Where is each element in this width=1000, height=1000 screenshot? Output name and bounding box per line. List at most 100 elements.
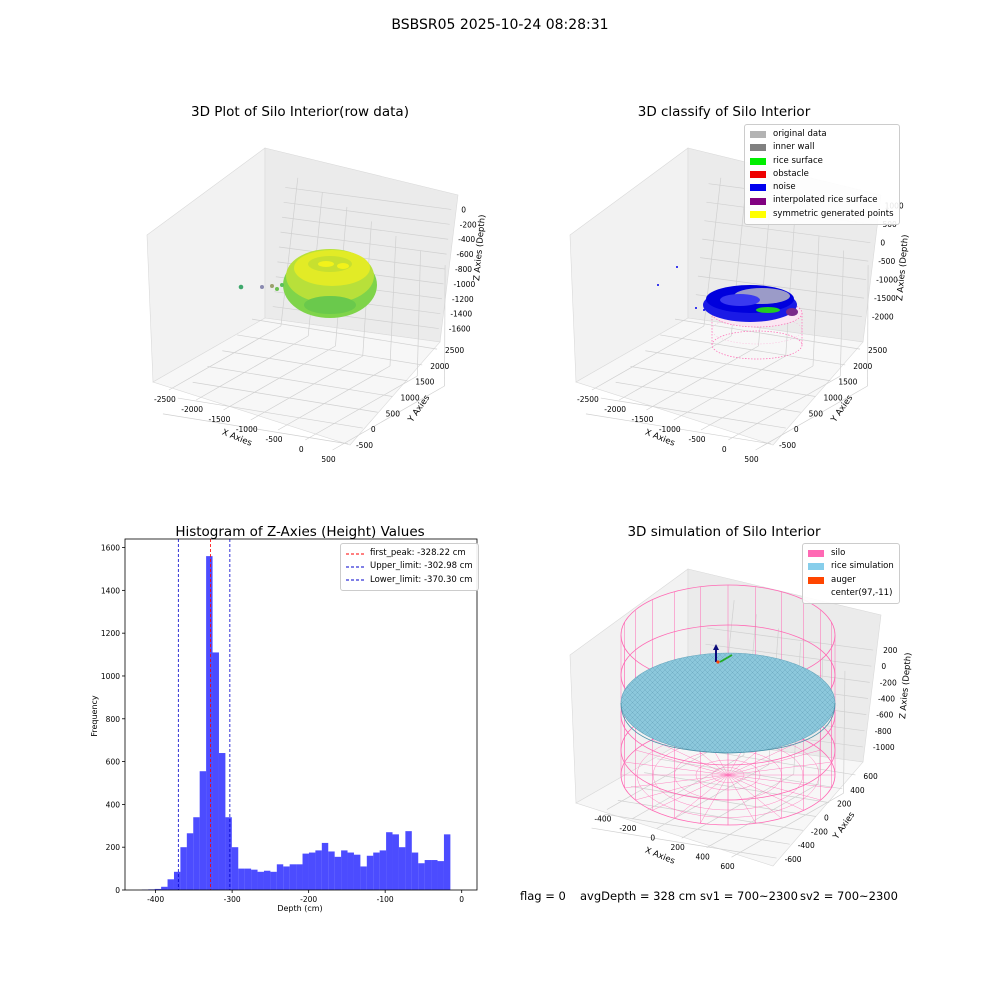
plot2-legend-item: symmetric generated points [750, 208, 894, 221]
plot4-legend-swatch [808, 550, 824, 558]
plot2-legend-label: rice surface [773, 155, 823, 166]
plot2-legend: original data inner wall rice surface obsta… [744, 124, 900, 226]
plot4-ztick-label: 200 [883, 646, 898, 655]
plot4-title: 3D simulation of Silo Interior [627, 524, 821, 540]
plot2-xtick-label: -1000 [659, 425, 681, 434]
histogram-bar [302, 853, 309, 890]
plot1-ytick-label: 2000 [430, 362, 449, 371]
histogram-bar [341, 850, 348, 890]
plot3-frame [124, 538, 478, 891]
plot1-ztick-label: -1200 [452, 295, 474, 304]
plot4-ytick-label: -600 [785, 855, 802, 864]
plot2-ztick-label: -1000 [876, 276, 898, 285]
plot2-legend-item: obstacle [750, 168, 894, 181]
plot3-histogram: -400 -300 -200 -100 0 0 200 400 600 800 1000 1200 14… [90, 538, 478, 913]
histogram-bar [347, 852, 354, 890]
histogram-bar [167, 879, 174, 890]
plot1-ytick-label: 500 [386, 409, 401, 418]
plot2-data-cloud [657, 266, 803, 360]
histogram-bar [276, 864, 284, 890]
plot2-ztick-label: 0 [880, 239, 885, 248]
histogram-bar [173, 871, 181, 890]
plot1-xtick-label: -2000 [181, 405, 203, 414]
plot2-legend-label: original data [773, 129, 827, 139]
plot4-legend-label: silo [831, 548, 846, 558]
plot1-ytick-label: 1000 [401, 394, 420, 403]
plot1-xtick-label: 0 [299, 445, 304, 454]
plot3-xtick-label: 0 [459, 895, 464, 904]
histogram-bar [431, 860, 438, 890]
plot4-xtick-label: -200 [619, 824, 636, 833]
plot2-zlabel: Z Axies (Depth) [895, 234, 911, 301]
histogram-bar [379, 850, 387, 890]
histogram-bar [418, 863, 425, 890]
histogram-bar [231, 847, 239, 890]
plot2-legend-swatch [750, 184, 766, 192]
histogram-bar [392, 834, 399, 890]
histogram-bar [308, 852, 316, 890]
plot4-rice-surface [620, 652, 836, 754]
plot2-ztick-label: -1500 [874, 294, 896, 303]
plot4-xtick-label: 400 [695, 853, 710, 862]
plot4-ztick-label: -600 [876, 711, 893, 720]
plot2-ytick-label: -500 [779, 441, 796, 450]
plot2-ztick-label: -2000 [872, 313, 894, 322]
histogram-bar [206, 556, 213, 890]
plot4-legend-label: auger [831, 574, 856, 585]
histogram-bar [186, 833, 194, 890]
plot2-legend-swatch [750, 131, 766, 139]
plot3-xtick-label: -400 [147, 895, 164, 904]
plot4-xtick-label: 0 [650, 834, 655, 843]
histogram-bar [218, 753, 226, 890]
footer-flag: flag = 0 [520, 889, 566, 903]
plot2-legend-swatch [750, 210, 766, 218]
plot2-legend-label: interpolated rice surface [773, 195, 878, 206]
plot3-ytick-label: 400 [106, 800, 121, 809]
plot3-ytick-label: 1600 [101, 544, 120, 553]
histogram-bar [296, 864, 303, 890]
plot2-ytick-label: 1500 [838, 378, 857, 387]
plot2-ztick-label: -500 [878, 257, 895, 266]
plot1-xtick-label: -1500 [209, 415, 231, 424]
histogram-bar [161, 886, 168, 890]
plot3-ylabel: Frequency [90, 695, 99, 737]
histogram-bar [437, 861, 444, 890]
plot1-panes [146, 147, 459, 446]
plot2-legend-item: original data [750, 128, 894, 141]
plot4-legend: silo rice simulation auger center(97,-11) [802, 543, 900, 605]
plot3-legend-item: Upper_limit: -302.98 cm [346, 560, 473, 573]
plot3-ytick-label: 1000 [101, 672, 120, 681]
plot2-legend-swatch [750, 197, 766, 205]
plot4-ytick-label: 200 [837, 800, 852, 809]
plot4-ylabel: Y Axies [831, 810, 858, 842]
plot3-ytick-label: 0 [115, 886, 120, 895]
plot1-title: 3D Plot of Silo Interior(row data) [191, 104, 409, 120]
histogram-bar [257, 871, 264, 890]
plot2-xtick-label: 0 [722, 445, 727, 454]
plot3-legend-line [346, 553, 364, 555]
histogram-bar [238, 868, 245, 890]
plot4-legend-swatch [808, 563, 824, 571]
plot4-ztick-label: -1000 [873, 743, 895, 752]
plot1-3d-scatter: -2500-2000-1500-1000-5000500-50005001000… [146, 147, 488, 464]
histogram-bar [398, 847, 406, 890]
plot3-xtick-label: -300 [224, 895, 241, 904]
histogram-bar [353, 854, 361, 890]
histogram-bar [270, 871, 277, 890]
plot3-xtick-label: -200 [300, 895, 317, 904]
plot4-ztick-label: -200 [880, 678, 897, 687]
plot4-xtick-label: 600 [720, 862, 735, 871]
plot1-ytick-label: 2500 [445, 346, 464, 355]
histogram-bar [225, 817, 232, 890]
plot3-legend-label: Lower_limit: -370.30 cm [370, 574, 473, 585]
histogram-bar [180, 847, 187, 890]
plot4-ytick-label: 600 [863, 772, 878, 781]
plot3-legend-label: first_peak: -328.22 cm [370, 548, 466, 558]
plot4-ytick-label: -400 [798, 841, 815, 850]
plot3-ytick-label: 600 [106, 758, 121, 767]
plot1-ztick-label: -800 [455, 265, 472, 274]
plot4-legend-item: silo [808, 547, 894, 560]
histogram-bar [154, 888, 162, 890]
plot3-legend-item: Lower_limit: -370.30 cm [346, 574, 473, 587]
plot3-legend-line [346, 566, 364, 568]
